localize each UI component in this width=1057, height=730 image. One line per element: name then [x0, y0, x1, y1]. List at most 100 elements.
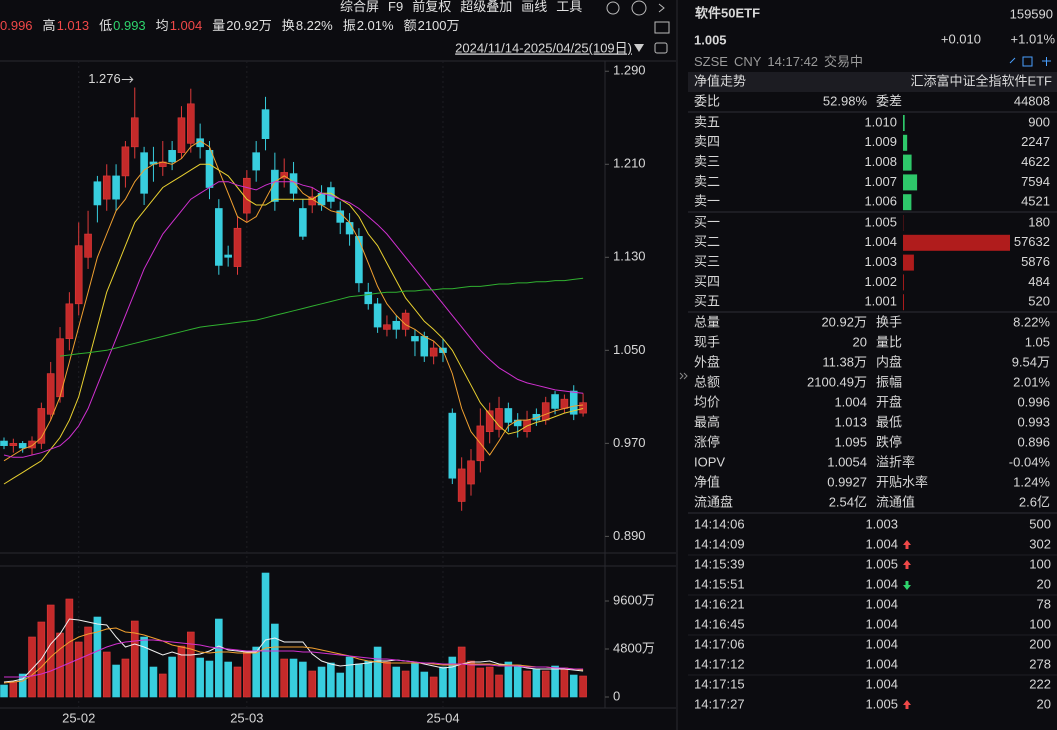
candle-body: [345, 222, 354, 235]
volume-bar: [149, 666, 158, 698]
next-icon[interactable]: [658, 3, 665, 13]
candle-body: [65, 303, 74, 339]
candle-body: [355, 236, 363, 284]
stat-label: 内盘: [876, 354, 902, 369]
volume-bar: [364, 660, 373, 698]
candle-body: [541, 402, 550, 421]
dropdown-icon[interactable]: [634, 44, 644, 52]
book-volume: 4521: [1021, 194, 1050, 209]
candle-body: [37, 408, 46, 444]
volume-bar: [18, 673, 27, 698]
volume-bar: [243, 650, 251, 698]
book-price: 1.004: [864, 234, 897, 249]
volume-bar: [56, 632, 64, 698]
trade-volume: 222: [1029, 676, 1051, 691]
ma-line: [3, 163, 584, 485]
y-tick-label: 0.970: [613, 435, 646, 450]
book-price: 1.010: [864, 114, 897, 129]
toolbar-item[interactable]: 画线: [521, 0, 547, 14]
stat-label: 溢折率: [876, 454, 915, 469]
volume-bar: [401, 670, 410, 698]
toolbar-item[interactable]: 超级叠加: [460, 0, 512, 14]
trade-time: 14:14:09: [694, 536, 745, 551]
trade-time: 14:15:39: [694, 556, 745, 571]
stat-value: 8.22%: [296, 18, 333, 33]
volume-bar: [280, 658, 289, 698]
volume-bar: [271, 623, 279, 698]
info-item: 交易中: [824, 54, 863, 69]
trade-time: 14:15:51: [694, 576, 745, 591]
stat-value: -0.04%: [1009, 454, 1051, 469]
stat-value: 1.0054: [827, 454, 867, 469]
candle-body: [28, 440, 36, 449]
trade-arrow: [903, 540, 911, 549]
book-price: 1.009: [864, 134, 897, 149]
volume-bar: [261, 572, 270, 698]
candle-body: [383, 324, 391, 330]
max-arrow: [121, 76, 134, 83]
candle-body: [130, 117, 139, 148]
candle-body: [168, 150, 176, 163]
trade-price: 1.004: [865, 676, 898, 691]
toolbar-item[interactable]: 工具: [556, 0, 582, 14]
settings-icon[interactable]: [606, 1, 620, 15]
wp-icon[interactable]: [654, 21, 670, 34]
toolbar-item[interactable]: F9: [388, 0, 403, 14]
toolbar-item[interactable]: 综合屏: [340, 0, 379, 14]
trade-time: 14:14:06: [694, 516, 745, 531]
stat-value: 0.996: [1017, 394, 1050, 409]
volume-bar: [46, 604, 55, 698]
wc-value: 44808: [1014, 93, 1050, 108]
candle-body: [102, 175, 111, 200]
lock-icon[interactable]: [654, 42, 668, 54]
volume-bar: [289, 658, 298, 698]
stat-value: 2100万: [418, 18, 460, 33]
volume-bar: [74, 641, 83, 698]
volume-bar: [373, 646, 382, 698]
box-icon[interactable]: [1022, 56, 1033, 67]
volume-bar: [504, 661, 513, 698]
candle-body: [364, 291, 373, 305]
book-label: 卖二: [694, 174, 720, 189]
book-volume: 484: [1028, 274, 1050, 289]
toolbar-item[interactable]: 前复权: [412, 0, 451, 14]
ma-line: [59, 277, 584, 357]
stat-value: 8.22%: [1013, 314, 1050, 329]
trade-time: 14:16:21: [694, 596, 745, 611]
trade-arrow: [903, 560, 911, 569]
tab-bar: [688, 72, 1057, 92]
add-icon[interactable]: [1042, 57, 1051, 66]
candle-body: [224, 254, 232, 258]
tab-label[interactable]: 净值走势: [694, 73, 746, 88]
trade-volume: 500: [1029, 516, 1051, 531]
trade-volume: 200: [1029, 636, 1051, 651]
candle-body: [401, 312, 410, 330]
x-tick-label: 25-04: [426, 710, 459, 725]
trade-volume: 20: [1037, 696, 1051, 711]
volume-bar: [121, 658, 130, 698]
volume-bar: [532, 668, 541, 698]
collapse-icon[interactable]: [679, 372, 688, 380]
stat-value: 1.013: [57, 18, 90, 33]
candle-body: [46, 373, 55, 415]
stat-label: 现手: [694, 334, 720, 349]
quote-info: SZSE CNY 14:17:42 交易中: [694, 54, 863, 69]
volume-bar: [299, 661, 307, 698]
book-price: 1.003: [864, 254, 897, 269]
help-icon[interactable]: [631, 0, 647, 16]
y-tick-label: 1.050: [613, 342, 646, 357]
book-volume-bar: [903, 254, 914, 271]
book-label: 买二: [694, 234, 720, 249]
candle-body: [299, 208, 307, 237]
book-volume: 7594: [1021, 174, 1050, 189]
ma-line: [3, 181, 584, 458]
candle-body: [177, 117, 186, 153]
stat-value: 2.6亿: [1019, 494, 1050, 509]
stat-label: 跌停: [876, 434, 902, 449]
volume-bar: [317, 666, 326, 698]
candle-body: [560, 398, 569, 409]
edit-icon[interactable]: [1009, 57, 1016, 64]
trade-arrow: [903, 581, 911, 590]
stat-value: 1.004: [834, 394, 867, 409]
